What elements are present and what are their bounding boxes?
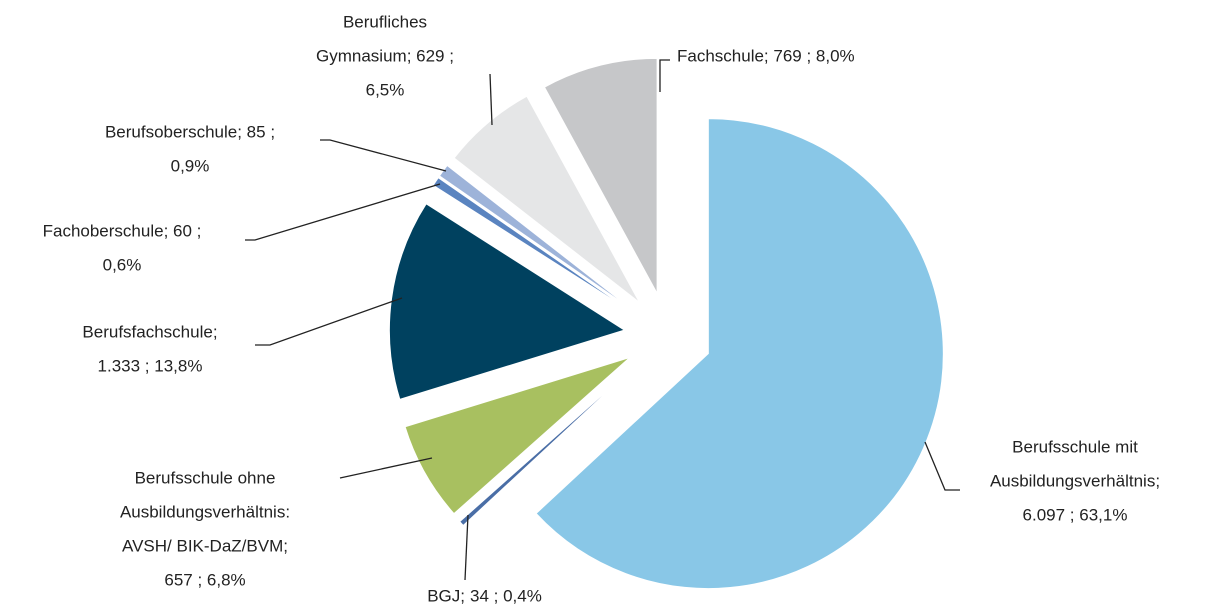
data-label: Berufsoberschule; 85 ;: [105, 122, 275, 141]
data-label: 0,9%: [171, 156, 210, 175]
pie-slice: [459, 365, 636, 527]
data-label: Ausbildungsverhältnis:: [120, 502, 290, 521]
pie-slice: [432, 176, 632, 313]
pie-slice: [404, 357, 630, 515]
data-label: 0,6%: [103, 255, 142, 274]
leader-line: [924, 441, 960, 491]
data-label: 657 ; 6,8%: [164, 570, 245, 589]
data-label: Berufsschule mit: [1012, 437, 1138, 456]
data-label: Berufliches: [343, 12, 427, 31]
data-label: BGJ;: [427, 586, 465, 605]
leader-line: [255, 297, 403, 346]
data-label: AVSH/ BIK-DaZ/BVM;: [122, 536, 288, 555]
leader-line: [464, 514, 469, 581]
data-label: Berufsfachschule;: [82, 322, 217, 341]
leader-line: [489, 73, 493, 126]
data-label: 6.097 ; 63,1%: [1023, 505, 1128, 524]
data-label: Berufsschule ohne: [135, 468, 276, 487]
data-label: 6,5%: [366, 80, 405, 99]
pie-slice: [543, 57, 658, 294]
leader-line: [659, 59, 670, 92]
pie-slice: [453, 95, 640, 303]
leader-line: [245, 183, 441, 241]
data-label: Fachoberschule; 60 ;: [43, 221, 202, 240]
data-label: 1.333 ; 13,8%: [98, 356, 203, 375]
data-label: Gymnasium; 629 ;: [316, 46, 454, 65]
leader-line: [339, 457, 433, 479]
leader-line: [320, 139, 447, 172]
pie-slice: [388, 203, 626, 400]
pie-slice: [535, 118, 944, 590]
data-label: Ausbildungsverhältnis;: [990, 471, 1160, 490]
data-label: Fachschule; 769 ; 8,0%: [677, 46, 855, 65]
data-label: 34 ; 0,4%: [470, 586, 542, 605]
